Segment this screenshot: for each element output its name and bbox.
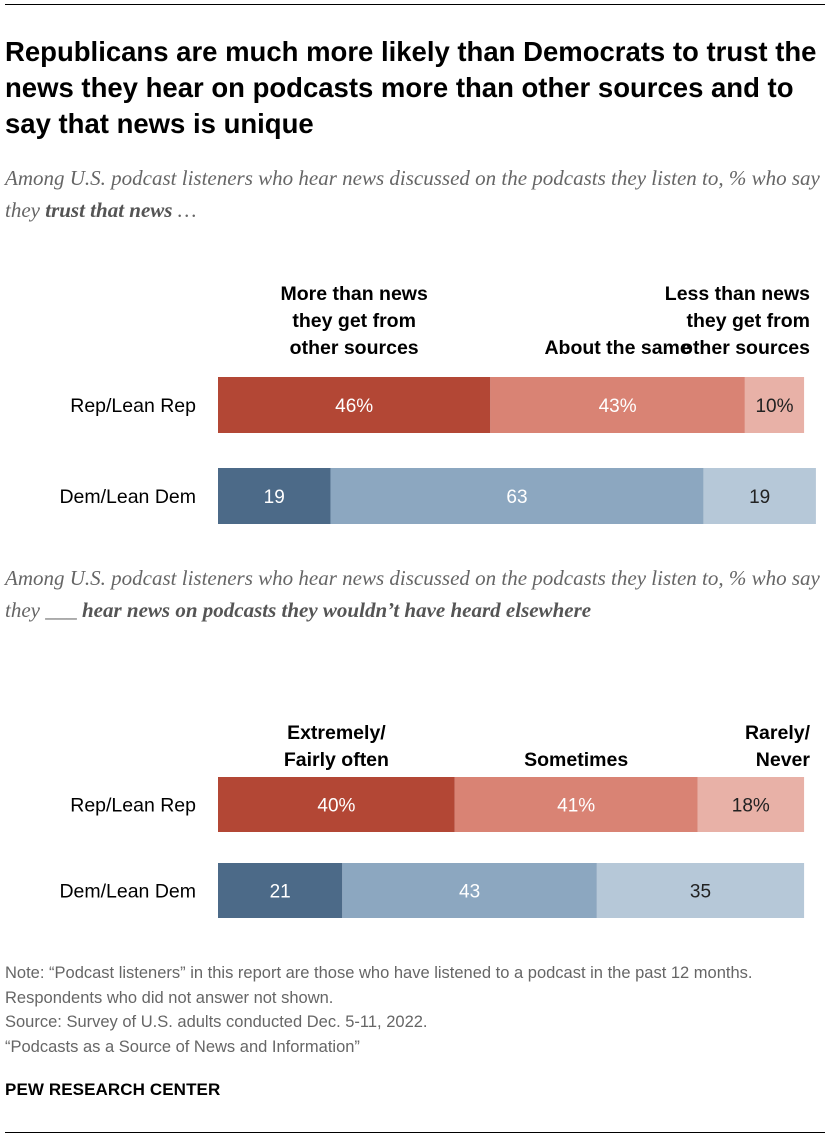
trust-data-label-rep-1: 46% [335,396,373,417]
top-rule [5,4,825,5]
unique-news-chart-svg: Rep/Lean Rep 40% 41% 18% Dem/Lean Dem 21 43 35 E… [59,722,811,918]
subtitle-unique-prefix: Among U.S. podcast listeners who hear ne… [5,566,820,622]
unique-legend-2: Sometimes [524,749,628,771]
trust-legend-3-line: other sources [681,337,810,359]
unique-legend-1: Extremely/Fairly often [284,722,389,771]
trust-chart-svg: Rep/Lean Rep 46% 43% 10% Dem/Lean Dem 19 63 19 M… [59,283,816,524]
unique-bar-dem-1 [218,863,343,918]
unique-legend-1-line: Fairly often [284,749,389,771]
trust-data-label-rep-2: 43% [599,396,637,417]
subtitle-unique-emphasis: hear news on podcasts they wouldn’t have… [81,598,592,622]
unique-news-chart: Rep/Lean Rep 40% 41% 18% Dem/Lean Dem 21 43 35 E… [0,700,840,930]
unique-legend-3-line: Never [756,749,811,771]
trust-legend-1: More than news they get from other sources [280,283,428,359]
trust-bar-rep-3 [744,377,805,433]
trust-data-label-rep-3: 10% [755,396,793,417]
trust-legend-3-line: they get from [686,310,810,332]
unique-legend-3-line: Rarely/ [745,722,811,744]
unique-legend-2-line: Sometimes [524,749,628,771]
unique-data-label-dem-3: 35 [690,882,711,903]
unique-bar-dem-3 [596,863,805,918]
subtitle-trust-suffix: … [172,198,197,222]
trust-legend-1-line: More than news [280,283,428,305]
trust-category-label-rep: Rep/Lean Rep [70,395,196,417]
unique-bar-rep-2 [454,777,698,832]
unique-category-label-dem: Dem/Lean Dem [59,881,196,903]
unique-bar-dem-2 [342,863,597,918]
subtitle-trust-emphasis: trust that news [45,198,173,222]
trust-bar-dem-2 [330,468,704,524]
unique-data-label-dem-1: 21 [270,882,291,903]
trust-legend-3-line: Less than news [665,283,810,305]
trust-data-label-dem-1: 19 [264,487,285,508]
trust-category-label-dem: Dem/Lean Dem [59,486,196,508]
unique-bar-rep-3 [697,777,805,832]
trust-chart: Rep/Lean Rep 46% 43% 10% Dem/Lean Dem 19 63 19 M… [0,250,840,540]
trust-bar-dem-3 [703,468,816,524]
unique-bar-rep-1 [218,777,455,832]
bottom-rule [5,1132,825,1133]
unique-legend-1-line: Extremely/ [287,722,386,744]
subtitle-unique: Among U.S. podcast listeners who hear ne… [5,562,830,626]
trust-bar-rep-2 [490,377,745,433]
trust-legend-1-line: other sources [290,337,419,359]
trust-legend-2: About the same [544,337,690,359]
subtitle-trust: Among U.S. podcast listeners who hear ne… [5,162,830,226]
subtitle-trust-prefix: Among U.S. podcast listeners who hear ne… [5,166,820,222]
trust-legend-1-line: they get from [292,310,416,332]
unique-data-label-rep-3: 18% [732,796,770,817]
trust-bar-dem-1 [218,468,331,524]
report-title-text: “Podcasts as a Source of News and Inform… [5,1037,360,1056]
unique-category-label-rep: Rep/Lean Rep [70,795,196,817]
source-text: Source: Survey of U.S. adults conducted … [5,1013,428,1031]
unique-data-label-dem-2: 43 [459,882,480,903]
trust-legend-2-line: About the same [544,337,690,359]
trust-legend-3: Less than news they get from other sources [665,283,810,359]
unique-data-label-rep-2: 41% [557,796,595,817]
notes-block: Note: “Podcast listeners” in this report… [5,961,830,1059]
trust-bar-rep-1 [218,377,491,433]
trust-data-label-dem-2: 63 [506,487,527,508]
trust-data-label-dem-3: 19 [749,487,770,508]
unique-legend-3: Rarely/Never [745,722,811,771]
unique-data-label-rep-1: 40% [317,796,355,817]
chart-title: Republicans are much more likely than De… [5,36,817,139]
note-text: Note: “Podcast listeners” in this report… [5,964,753,1007]
brand-name: PEW RESEARCH CENTER [5,1080,221,1099]
